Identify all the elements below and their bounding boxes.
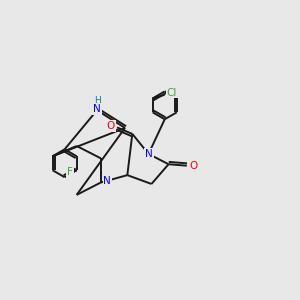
Text: H: H xyxy=(94,96,101,105)
Text: N: N xyxy=(145,149,153,159)
Text: F: F xyxy=(67,167,73,177)
Text: O: O xyxy=(106,121,115,131)
Text: N: N xyxy=(103,176,111,186)
Text: N: N xyxy=(93,104,101,114)
Text: O: O xyxy=(189,161,197,171)
Text: Cl: Cl xyxy=(167,88,177,98)
